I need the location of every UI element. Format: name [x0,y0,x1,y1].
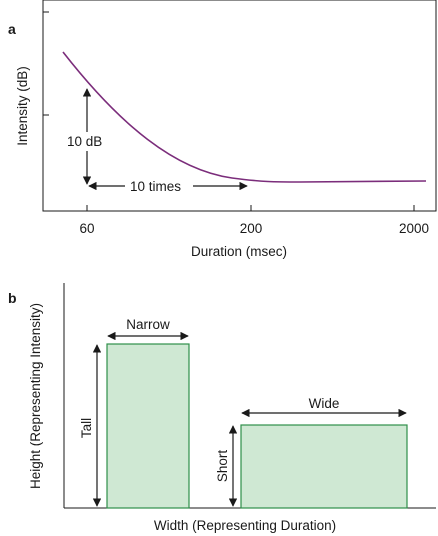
annotation-10times: 10 times [130,179,181,194]
x-tick-label: 200 [240,221,263,236]
panel-a-plot: 10 dB 10 times [42,0,437,212]
tall-label: Tall [79,418,94,438]
annotation-10db: 10 dB [67,134,102,149]
tall-narrow-box [106,343,190,509]
panel-b-x-axis-label: Width (Representing Duration) [154,518,336,533]
panel-a-y-axis-label: Intensity (dB) [15,66,30,146]
intensity-curve [62,51,427,183]
panel-a-x-axis-label: Duration (msec) [191,244,287,259]
panel-a-frame [42,0,437,212]
narrow-label: Narrow [126,317,170,332]
x-tick-label: 2000 [399,221,429,236]
wide-label: Wide [309,396,340,411]
panel-b-diagram: Narrow Tall Wide Short [63,283,436,509]
short-wide-box [240,424,408,509]
panel-b-letter: b [8,290,17,306]
panel-a-letter: a [8,21,16,37]
short-label: Short [215,450,230,483]
x-tick-label: 60 [79,221,94,236]
panel-b-y-axis-label: Height (Representing Intensity) [28,303,43,489]
